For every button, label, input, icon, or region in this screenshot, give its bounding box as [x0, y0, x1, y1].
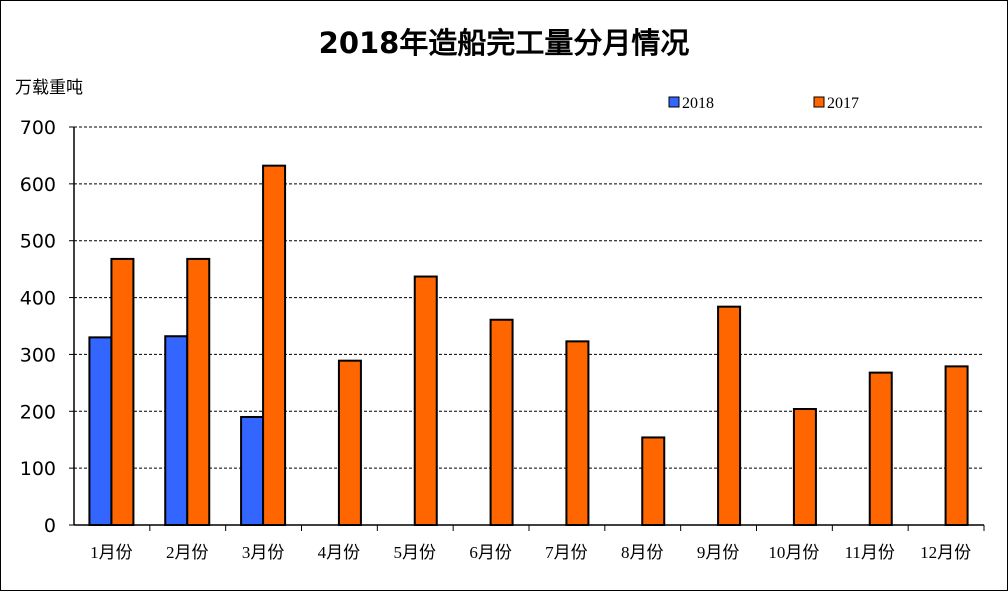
bar-2017: [717, 305, 742, 526]
x-tick-label: 4月份: [318, 543, 361, 562]
y-tick-label: 600: [20, 174, 56, 196]
x-tick-label: 12月份: [920, 543, 971, 562]
x-tick-label: 11月份: [845, 543, 895, 562]
chart-title: 2018年造船完工量分月情况: [319, 26, 690, 60]
y-tick-label: 0: [44, 515, 56, 537]
legend-label: 2017: [827, 95, 859, 112]
x-tick-label: 10月份: [768, 543, 819, 562]
y-tick-label: 300: [20, 344, 56, 366]
bar-2017: [413, 275, 438, 526]
bar-2017: [262, 164, 287, 526]
x-tick-label: 8月份: [621, 543, 664, 562]
x-tick-label: 3月份: [242, 543, 285, 562]
bar-2017: [792, 408, 817, 526]
legend-swatch: [813, 96, 825, 108]
x-tick-label: 2月份: [166, 543, 209, 562]
y-tick-label: 500: [20, 231, 56, 253]
bar-2018: [164, 335, 189, 526]
y-tick-label: 700: [20, 117, 56, 139]
bar-2017: [110, 257, 135, 526]
x-tick-label: 7月份: [545, 543, 588, 562]
x-tick-label: 5月份: [394, 543, 437, 562]
legend-swatch: [668, 96, 680, 108]
bar-2018: [88, 336, 113, 526]
y-axis-label: 万载重吨: [15, 78, 83, 98]
y-tick-label: 400: [20, 288, 56, 310]
bar-2017: [489, 318, 514, 527]
x-tick-label: 1月份: [90, 543, 133, 562]
bar-2017: [868, 371, 893, 526]
y-tick-label: 200: [20, 401, 56, 423]
legend-label: 2018: [682, 95, 714, 112]
bar-2017: [565, 340, 590, 527]
bar-2017: [337, 359, 362, 526]
y-tick-label: 100: [20, 458, 56, 480]
x-tick-label: 9月份: [697, 543, 740, 562]
bar-2017: [944, 365, 969, 526]
bar-2018: [240, 415, 265, 527]
bar-2017: [186, 257, 211, 526]
bar-2017: [641, 436, 666, 526]
x-tick-label: 6月份: [469, 543, 512, 562]
